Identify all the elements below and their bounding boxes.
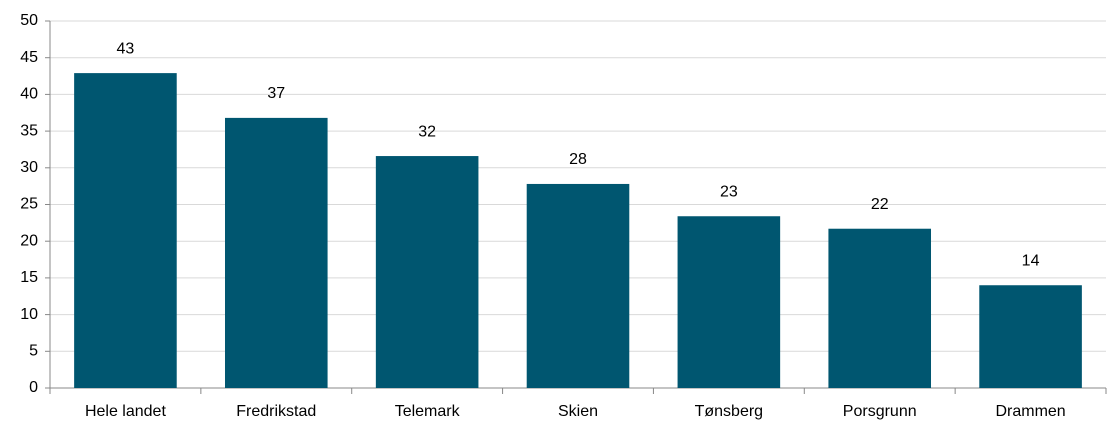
bar xyxy=(375,156,479,388)
y-tick-label: 25 xyxy=(20,196,38,213)
bar xyxy=(979,285,1082,388)
value-label: 43 xyxy=(117,40,135,57)
x-tick-label: Fredrikstad xyxy=(236,403,316,420)
value-label: 37 xyxy=(267,85,285,102)
bar xyxy=(828,228,932,388)
x-tick-label: Skien xyxy=(558,403,598,420)
x-tick-label: Tønsberg xyxy=(695,403,763,420)
bar xyxy=(526,183,630,388)
y-tick-label: 5 xyxy=(29,343,38,360)
y-tick-label: 50 xyxy=(20,12,38,29)
bar xyxy=(74,73,177,388)
value-label: 22 xyxy=(871,196,889,213)
value-label: 14 xyxy=(1022,252,1040,269)
y-tick-label: 0 xyxy=(29,379,38,396)
x-tick-label: Porsgrunn xyxy=(843,403,917,420)
y-tick-label: 10 xyxy=(20,306,38,323)
x-tick-label: Hele landet xyxy=(85,403,167,420)
y-tick-label: 40 xyxy=(20,86,38,103)
y-tick-label: 15 xyxy=(20,269,38,286)
y-tick-label: 30 xyxy=(20,159,38,176)
bar xyxy=(224,117,328,388)
y-tick-label: 35 xyxy=(20,122,38,139)
value-label: 32 xyxy=(418,123,436,140)
x-tick-label: Telemark xyxy=(395,403,461,420)
value-label: 23 xyxy=(720,183,738,200)
bar xyxy=(677,216,781,388)
x-tick-label: Drammen xyxy=(995,403,1065,420)
y-tick-label: 20 xyxy=(20,232,38,249)
value-label: 28 xyxy=(569,151,587,168)
y-tick-label: 45 xyxy=(20,49,38,66)
